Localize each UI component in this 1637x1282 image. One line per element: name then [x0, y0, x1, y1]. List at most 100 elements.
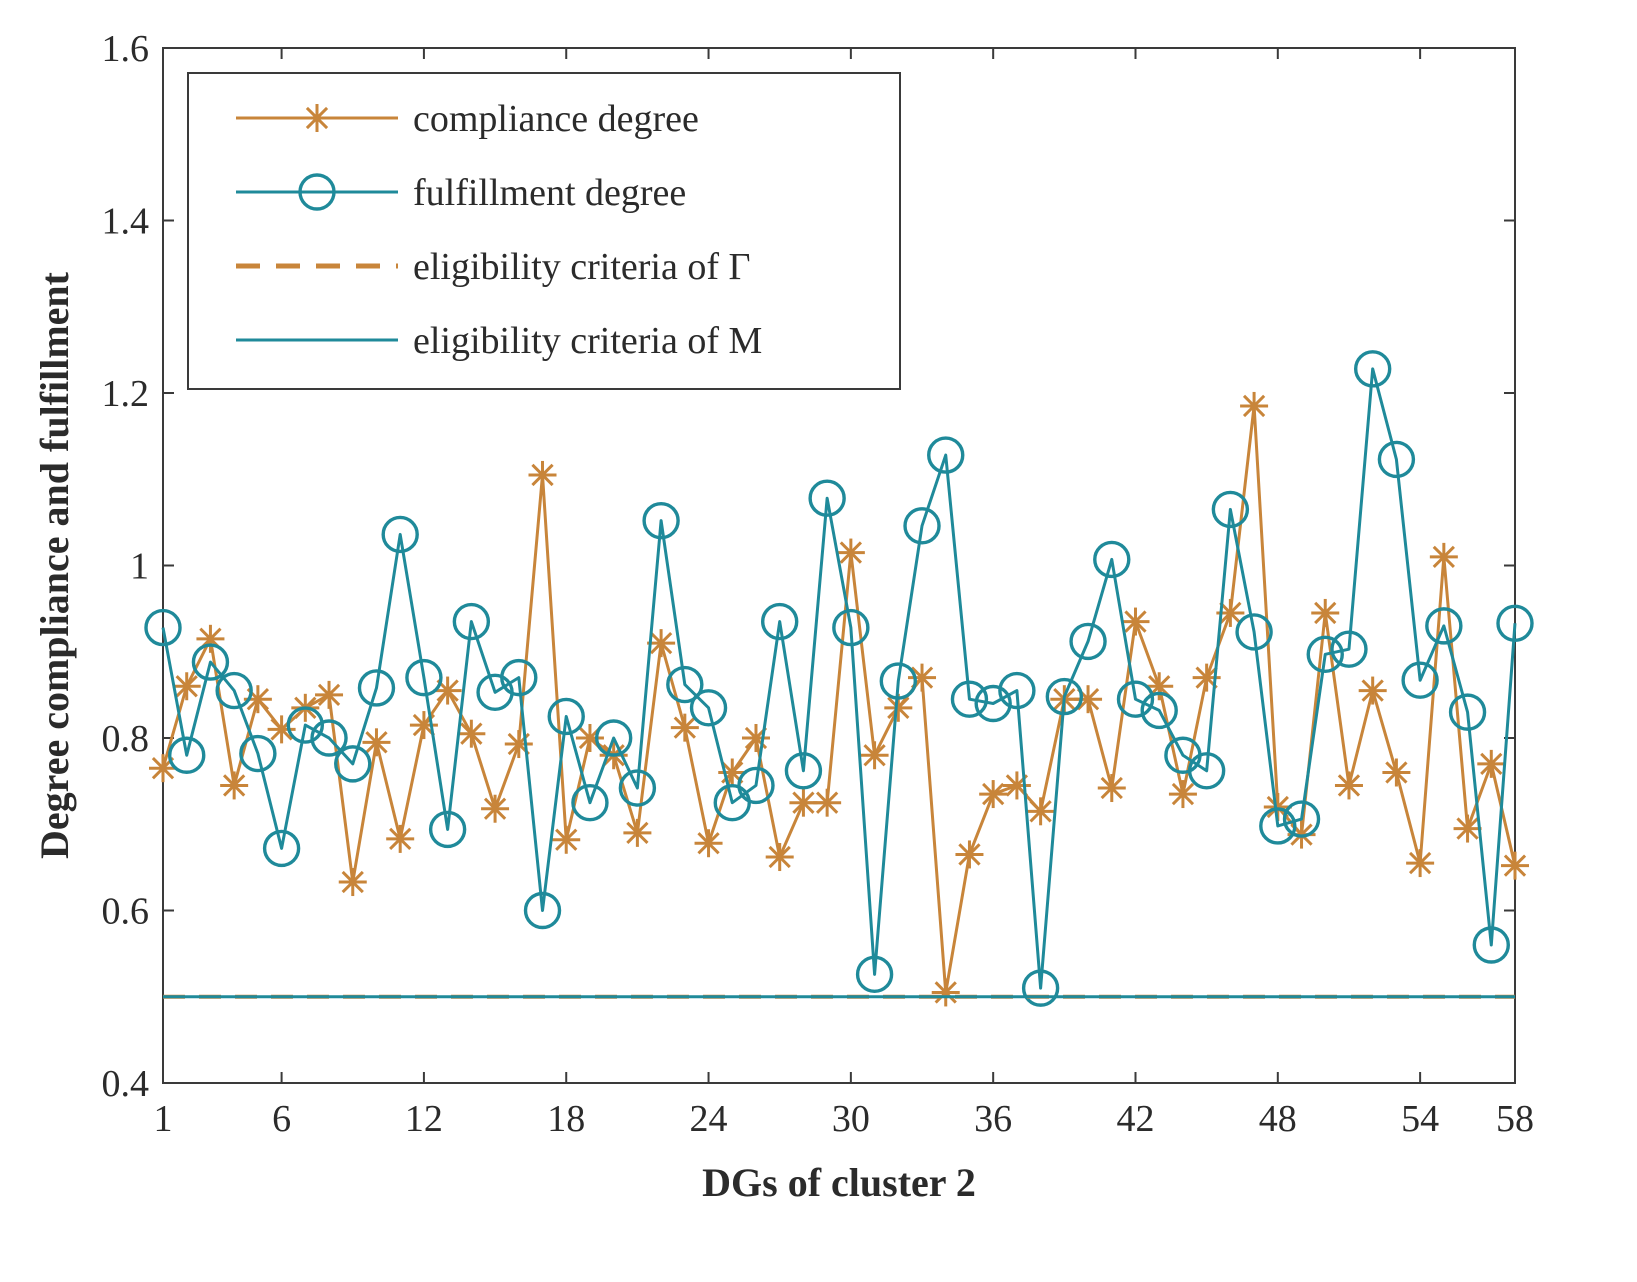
- series-layer: [144, 350, 1534, 1007]
- fulfillment-point: [1353, 350, 1392, 388]
- fulfillment-point: [903, 507, 941, 545]
- fulfillment-point: [1330, 630, 1368, 668]
- fulfillment-point: [286, 706, 325, 744]
- fulfillment-point: [357, 669, 396, 707]
- asterisk-stroke: [555, 828, 578, 851]
- y-tick-label: 1.2: [102, 373, 150, 415]
- compliance-point: [338, 868, 367, 897]
- legend-label: compliance degree: [413, 98, 699, 140]
- asterisk-stroke: [697, 832, 720, 855]
- fulfillment-point: [334, 745, 372, 783]
- asterisk-stroke: [887, 696, 910, 719]
- fulfillment-point: [689, 689, 728, 727]
- compliance-point: [1334, 771, 1363, 800]
- compliance-point: [149, 754, 177, 783]
- series-0: [149, 391, 1529, 1007]
- compliance-point: [1216, 598, 1245, 627]
- compliance-point: [1501, 851, 1529, 880]
- compliance-point: [481, 794, 510, 823]
- fulfillment-point: [1093, 540, 1131, 579]
- asterisk-stroke: [1266, 795, 1289, 819]
- x-tick-label: 42: [1116, 1098, 1154, 1140]
- legend: compliance degree fulfillment degree eligi…: [187, 72, 901, 390]
- fulfillment-point: [1496, 604, 1534, 642]
- x-tick-label: 54: [1401, 1098, 1439, 1140]
- fulfillment-point: [191, 643, 230, 681]
- compliance-point: [836, 538, 865, 567]
- asterisk-stroke: [317, 683, 341, 707]
- compliance-point: [1097, 774, 1126, 803]
- compliance-point: [1074, 685, 1103, 714]
- axis-ticks: 1 6 12 18 24 30 36 42 48 54 58 0.4 0.6 0.8 1 1.2 1.4 1.6: [102, 28, 1535, 1140]
- x-tick-label: 36: [974, 1098, 1012, 1140]
- fulfillment-point: [381, 515, 419, 554]
- asterisk-stroke: [934, 981, 957, 1004]
- compliance-point: [670, 713, 699, 742]
- fulfillment-point: [405, 658, 443, 697]
- asterisk-stroke: [1029, 800, 1052, 823]
- compliance-point: [1358, 676, 1387, 705]
- legend-label: fulfillment degree: [413, 172, 686, 214]
- compliance-point: [433, 676, 462, 705]
- legend-entry: compliance degree: [236, 98, 699, 140]
- compliance-point: [1406, 849, 1435, 878]
- fulfillment-point: [737, 766, 775, 805]
- asterisk-stroke: [1408, 851, 1432, 875]
- legend-label: eligibility criteria of M: [413, 320, 762, 362]
- fulfillment-point: [784, 752, 823, 790]
- fulfillment-point: [215, 671, 253, 710]
- fulfillment-point: [1306, 635, 1344, 674]
- y-tick-label: 0.8: [102, 718, 150, 760]
- fulfillment-point: [452, 602, 491, 641]
- compliance-point: [884, 693, 913, 722]
- fulfillment-point: [144, 608, 182, 647]
- compliance-point: [931, 978, 960, 1007]
- x-tick-label: 24: [690, 1098, 728, 1140]
- fulfillment-point: [1211, 490, 1250, 529]
- legend-asterisk-marker: [303, 104, 331, 132]
- asterisk-stroke: [839, 541, 863, 564]
- series-1: [144, 350, 1534, 1007]
- asterisk-stroke: [365, 731, 388, 754]
- fulfillment-point: [950, 680, 989, 718]
- y-tick-label: 1.6: [102, 28, 150, 70]
- fulfillment-point: [1045, 677, 1084, 716]
- fulfillment-point: [1472, 926, 1510, 964]
- compliance-point: [1453, 814, 1482, 843]
- compliance-point: [1382, 758, 1411, 787]
- compliance-point: [860, 741, 889, 770]
- asterisk-stroke: [1503, 854, 1527, 877]
- asterisk-stroke: [389, 827, 412, 851]
- compliance-point: [504, 730, 533, 759]
- series-line: [161, 367, 1517, 990]
- compliance-point: [315, 680, 344, 709]
- fulfillment-point: [310, 719, 348, 757]
- compliance-point: [647, 629, 676, 658]
- fulfillment-point: [761, 602, 799, 641]
- asterisk-stroke: [1361, 679, 1384, 702]
- legend-entry: eligibility criteria of Γ: [236, 246, 750, 288]
- fulfillment-point: [523, 891, 562, 930]
- compliance-point: [955, 840, 984, 869]
- x-tick-label: 58: [1496, 1098, 1534, 1140]
- asterisk-stroke: [436, 679, 459, 702]
- compliance-point: [552, 825, 581, 854]
- asterisk-stroke: [1124, 610, 1147, 633]
- compliance-point: [694, 829, 723, 858]
- legend-entries: compliance degree fulfillment degree eligi…: [236, 98, 762, 362]
- compliance-point: [813, 788, 842, 817]
- asterisk-stroke: [531, 463, 554, 487]
- asterisk-stroke: [1076, 688, 1100, 711]
- x-tick-label: 30: [832, 1098, 870, 1140]
- compliance-point: [1240, 391, 1269, 420]
- fulfillment-point: [1401, 661, 1439, 699]
- compliance-point: [1026, 797, 1055, 826]
- asterisk-stroke: [1171, 782, 1195, 806]
- fulfillment-point: [879, 662, 917, 700]
- y-tick-label: 1.4: [102, 201, 150, 243]
- compliance-point: [765, 843, 794, 872]
- fulfillment-point: [428, 810, 467, 849]
- asterisk-stroke: [246, 688, 270, 711]
- legend-entry: eligibility criteria of M: [236, 320, 762, 362]
